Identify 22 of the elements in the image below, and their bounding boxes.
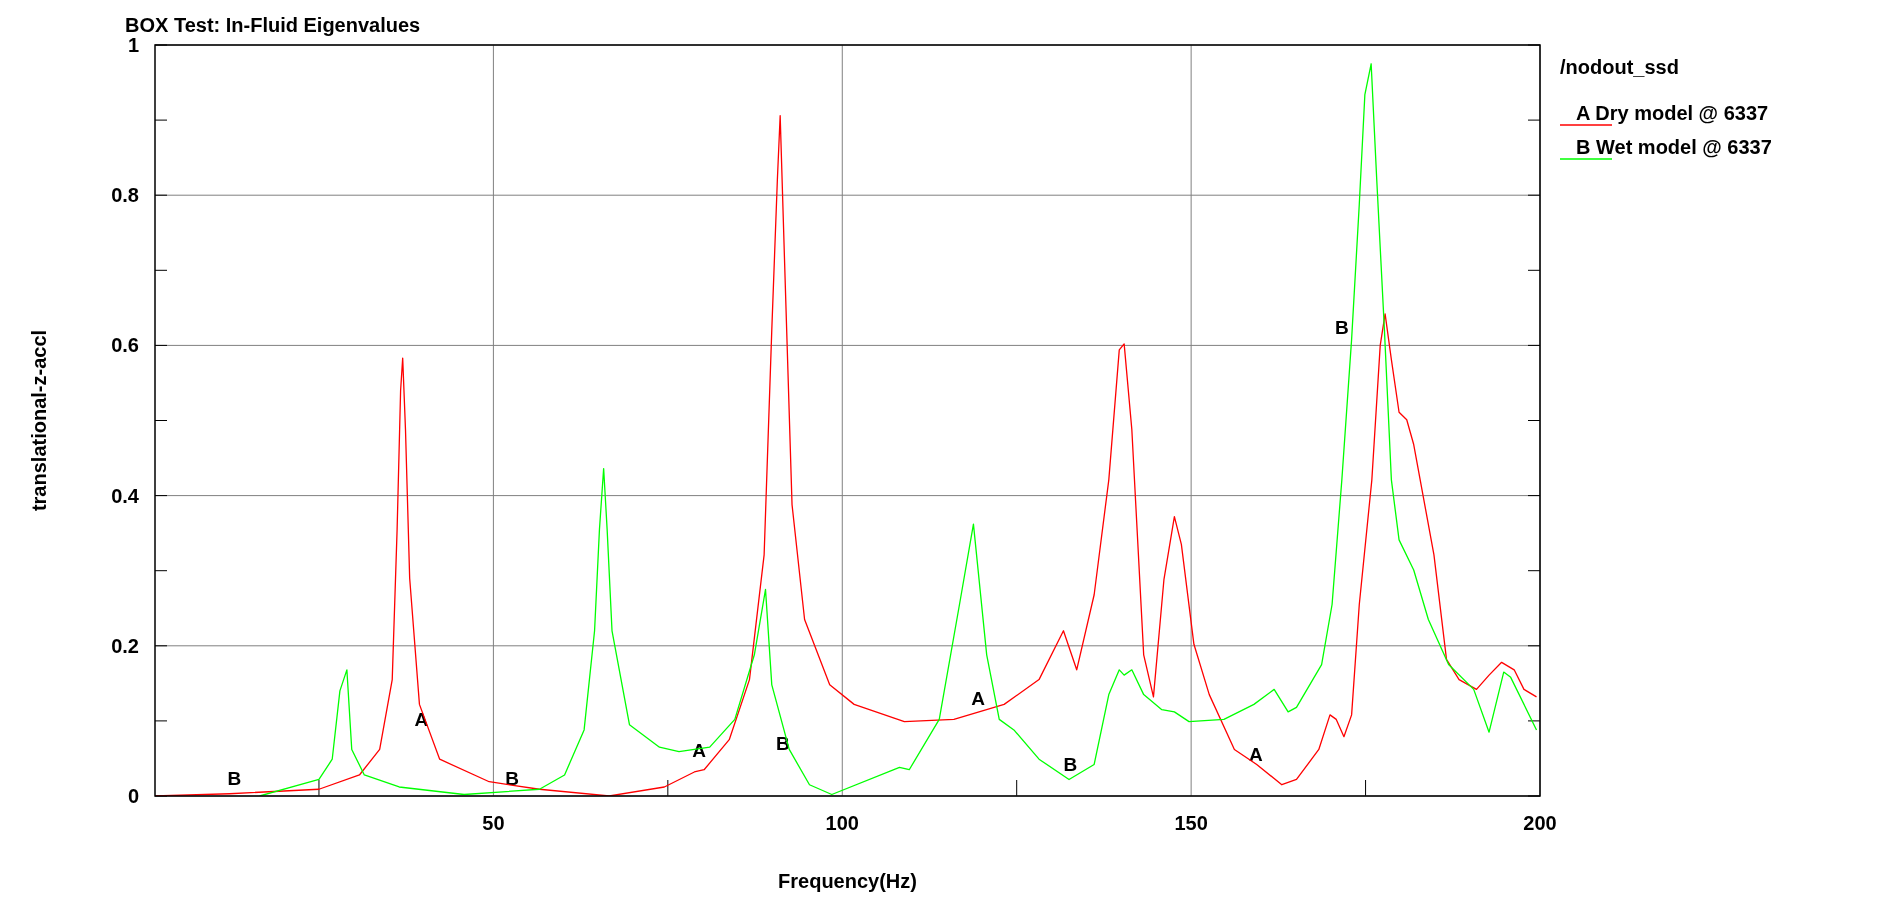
annotation: B <box>505 767 520 789</box>
x-tick-label: 200 <box>1523 812 1557 834</box>
y-tick-label: 0 <box>127 785 139 807</box>
annotation: B <box>1334 317 1349 339</box>
y-tick-label: 0.8 <box>111 184 139 207</box>
x-tick-label: 50 <box>482 812 505 834</box>
y-tick-label: 1 <box>127 34 139 56</box>
legend-title: /nodout_ssd <box>1560 56 1679 78</box>
y-axis-title: translational-z-accl <box>28 329 50 512</box>
chart-title: BOX Test: In-Fluid Eigenvalues <box>125 14 421 36</box>
annotation: B <box>1063 753 1078 775</box>
x-tick-label: 100 <box>825 812 859 834</box>
x-axis-title: Frequency(Hz) <box>778 870 917 892</box>
y-tick-label: 0.2 <box>111 634 139 657</box>
x-tick-label: 150 <box>1174 812 1208 834</box>
y-tick-label: 0.6 <box>111 334 139 357</box>
text: B Wet model @ 6337 <box>1576 136 1772 158</box>
y-tick-label: 0.4 <box>111 484 140 507</box>
text: A Dry model @ 6337 <box>1576 102 1769 124</box>
annotation: B <box>227 767 242 789</box>
annotation: A <box>971 687 986 709</box>
annotation: A <box>1249 743 1264 765</box>
